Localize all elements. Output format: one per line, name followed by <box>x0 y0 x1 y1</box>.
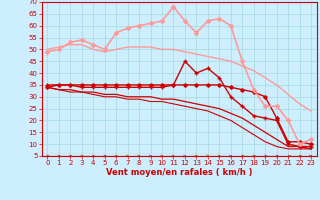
X-axis label: Vent moyen/en rafales ( km/h ): Vent moyen/en rafales ( km/h ) <box>106 168 252 177</box>
